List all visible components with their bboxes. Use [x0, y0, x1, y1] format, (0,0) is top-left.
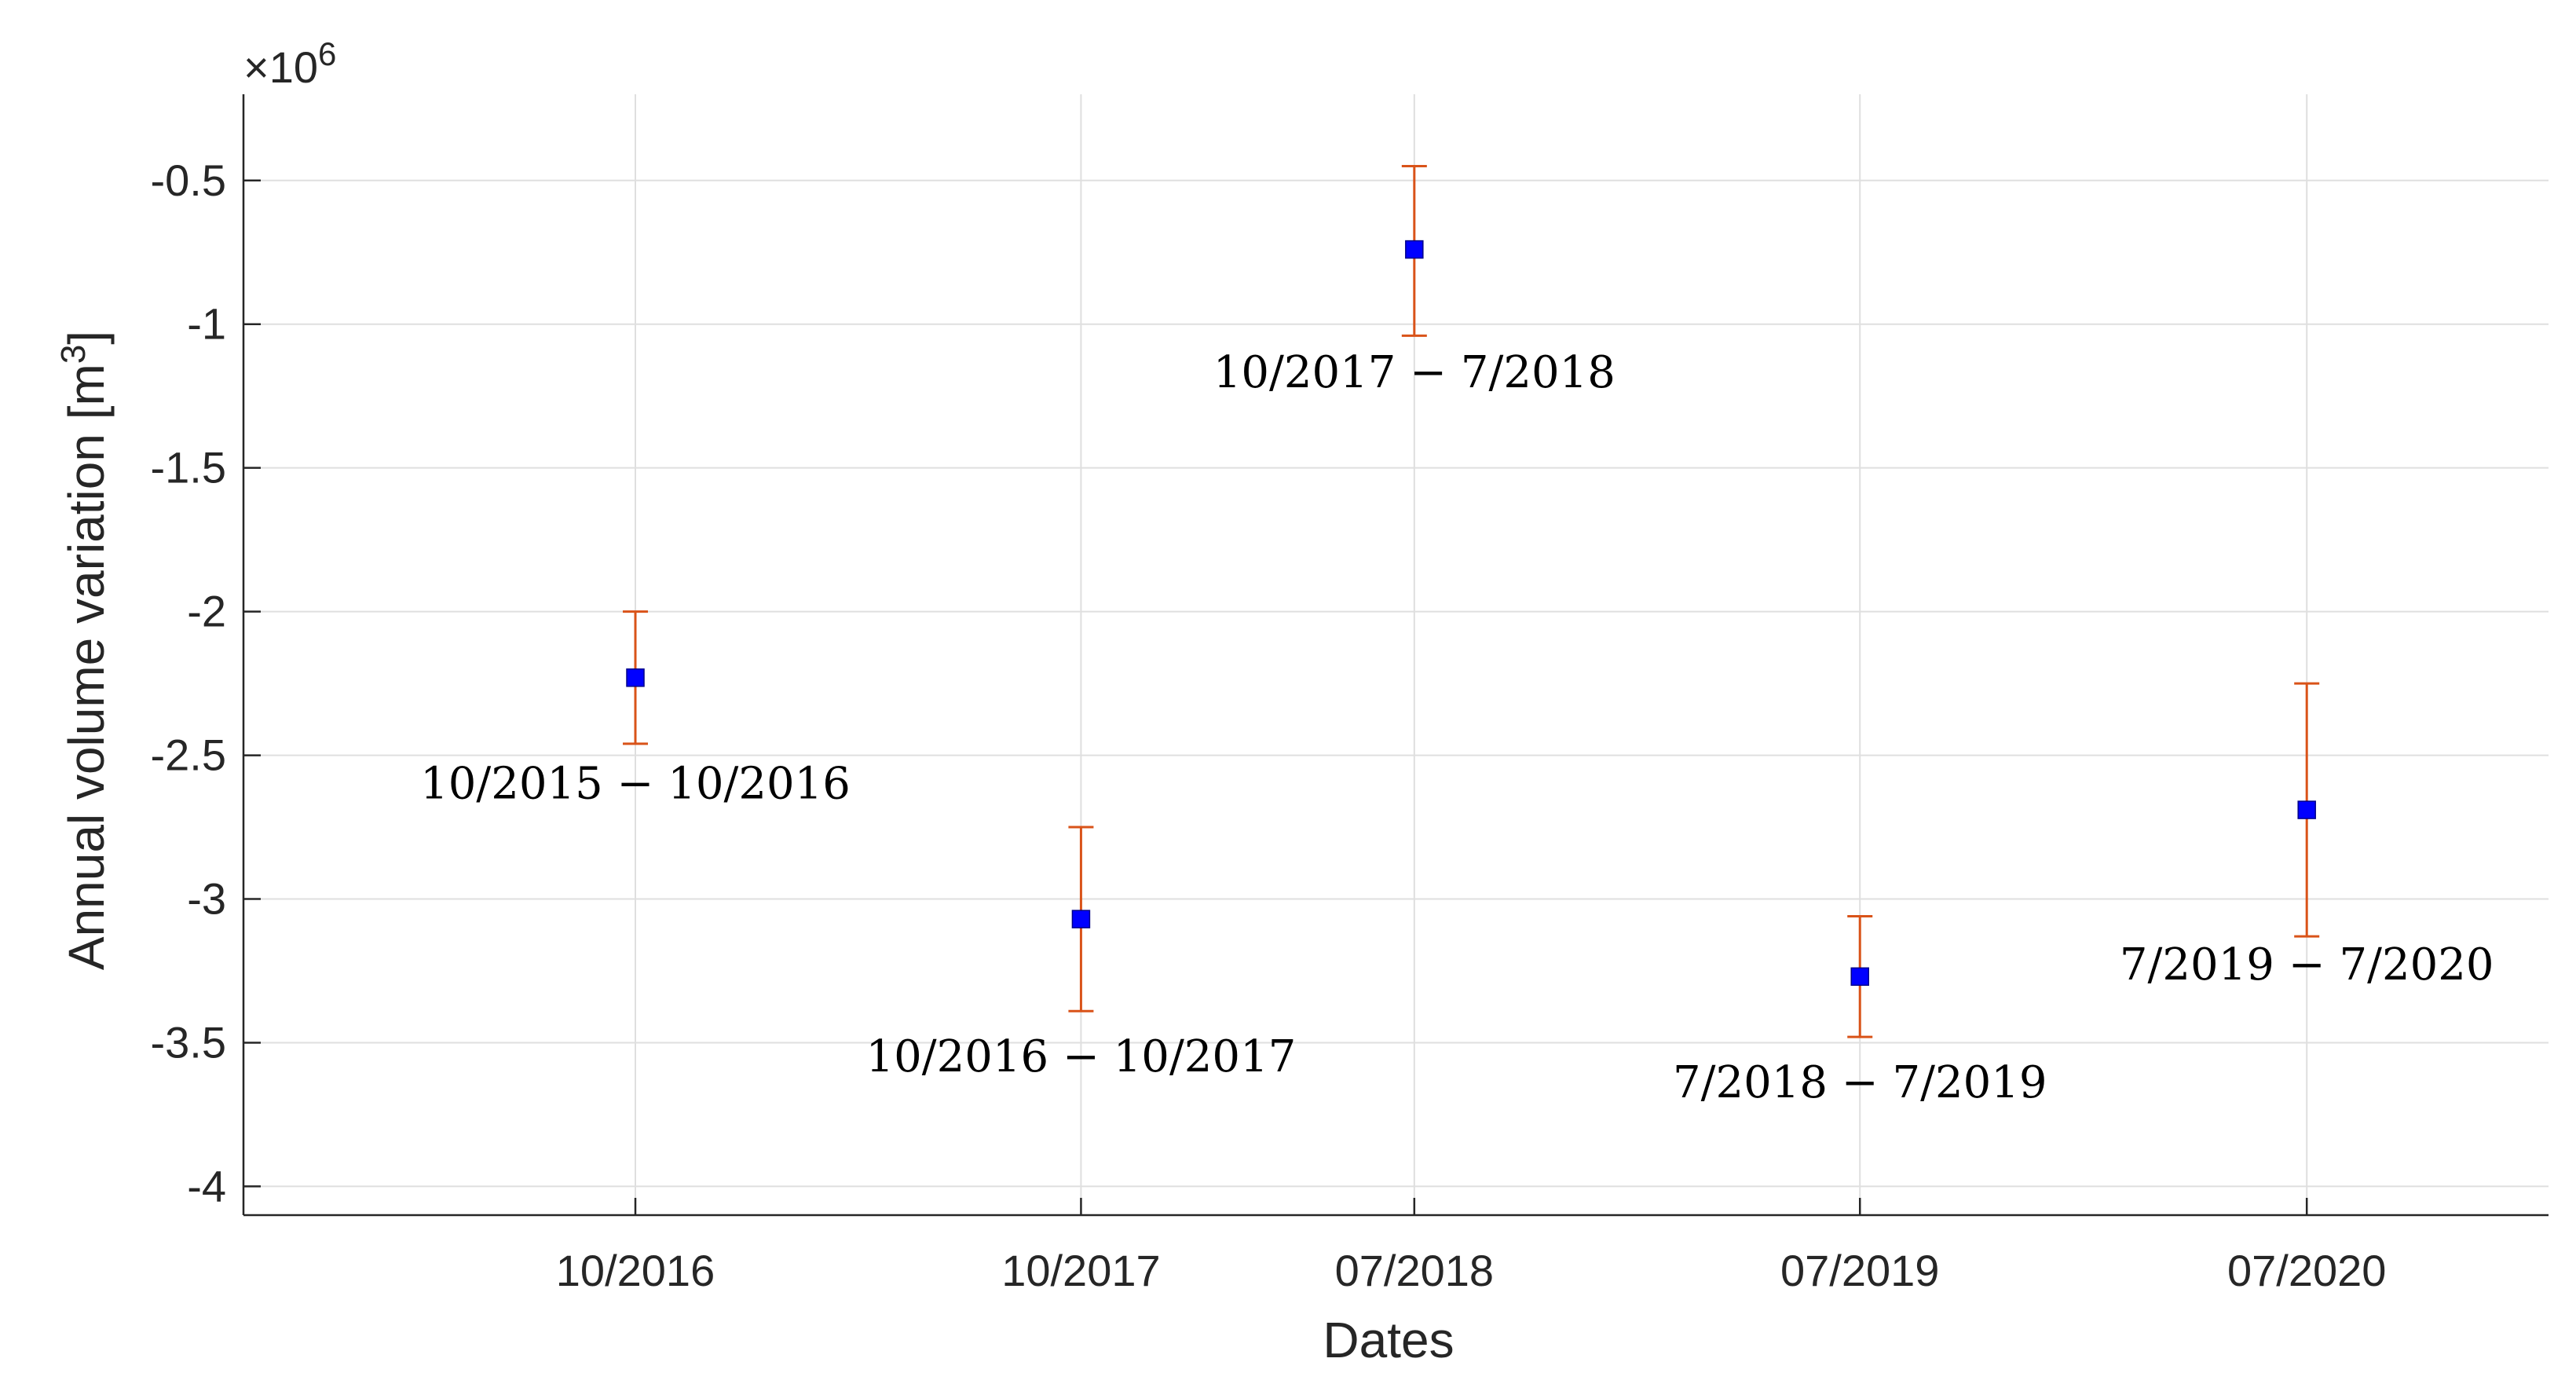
- y-axis-title-close: ]: [58, 331, 115, 345]
- y-axis-title: Annual volume variation [m3]: [54, 331, 115, 970]
- point-annotation: 7/2018 − 7/2019: [1673, 1057, 2047, 1108]
- y-tick-label: -3.5: [151, 1017, 227, 1067]
- y-tick-label: -1: [187, 299, 226, 349]
- axes: [242, 94, 2549, 1217]
- grid: [243, 94, 2549, 1215]
- y-tick-label: -2: [187, 587, 226, 636]
- x-tick-label: 10/2017: [1001, 1246, 1160, 1295]
- y-tick-label: -2.5: [151, 730, 227, 780]
- x-tick-label: 07/2019: [1780, 1246, 1939, 1295]
- data-markers: [626, 240, 2316, 987]
- y-multiplier-exponent: 6: [318, 35, 336, 72]
- point-annotation: 7/2019 − 7/2020: [2120, 939, 2494, 990]
- data-point: [1071, 910, 1091, 928]
- data-point: [2297, 800, 2316, 819]
- error-bars: [623, 164, 2320, 1038]
- x-tick-label: 07/2020: [2227, 1246, 2386, 1295]
- y-axis-title-main: Annual volume variation [m: [58, 364, 115, 970]
- y-tick-label: -4: [187, 1161, 226, 1210]
- annotations: 10/2015 − 10/2016 10/2016 − 10/2017 10/201…: [420, 347, 2494, 1108]
- point-annotation: 10/2015 − 10/2016: [420, 758, 851, 809]
- y-ticks: -4 -3.5 -3 -2.5 -2 -1.5 -1 -0.5: [151, 156, 261, 1210]
- y-tick-label: -1.5: [151, 443, 227, 492]
- x-tick-label: 07/2018: [1335, 1246, 1494, 1295]
- y-multiplier: ×106: [243, 35, 336, 92]
- y-axis-title-superscript: 3: [54, 345, 93, 364]
- data-point: [1405, 240, 1424, 259]
- x-ticks: 10/2016 10/2017 07/2018 07/2019 07/2020: [556, 1198, 2386, 1295]
- data-point: [1850, 967, 1869, 987]
- point-annotation: 10/2016 − 10/2017: [866, 1031, 1297, 1082]
- point-annotation: 10/2017 − 7/2018: [1213, 347, 1615, 398]
- y-multiplier-prefix: ×10: [243, 42, 318, 92]
- y-tick-label: -3: [187, 874, 226, 924]
- x-axis-title: Dates: [1323, 1312, 1454, 1368]
- x-tick-label: 10/2016: [556, 1246, 715, 1295]
- data-point: [626, 668, 645, 687]
- y-tick-label: -0.5: [151, 156, 227, 205]
